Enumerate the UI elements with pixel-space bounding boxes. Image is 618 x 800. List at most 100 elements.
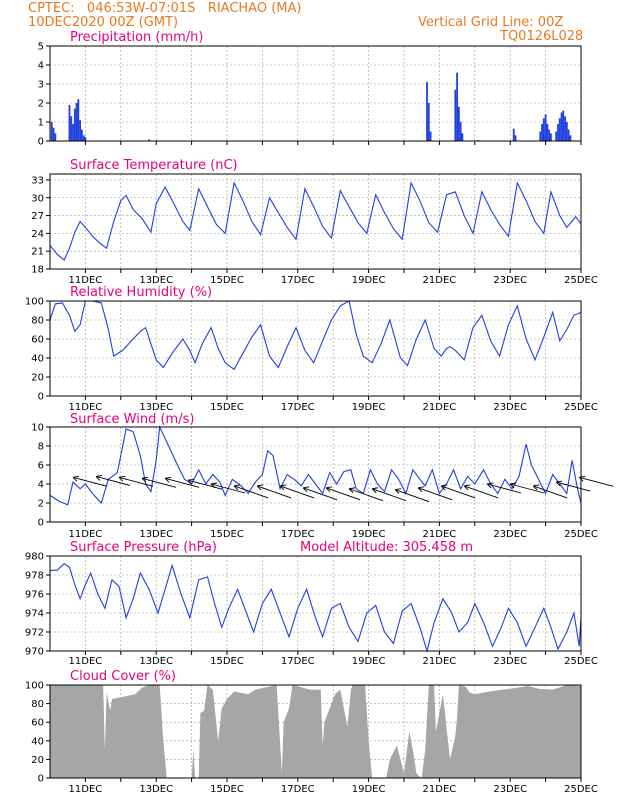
- panel-4-wind-arrowhead: [325, 486, 333, 493]
- panel-4-title: Surface Wind (m/s): [70, 412, 194, 427]
- panel-4-wind-arrowhead: [302, 486, 310, 493]
- panel-5-date-label: 17DEC: [281, 656, 315, 667]
- panel-2-ytick-label: 21: [31, 247, 44, 258]
- panel-4-wind-arrowhead: [256, 484, 264, 491]
- panel-3-date-label: 19DEC: [352, 402, 386, 413]
- panel-4-wind-arrowhead: [417, 486, 425, 493]
- panel-4-wind-arrow: [72, 476, 108, 487]
- panel-1-title: Precipitation (mm/h): [70, 30, 203, 45]
- panel-1-bar: [541, 123, 543, 141]
- panel-4-date-label: 17DEC: [281, 529, 315, 540]
- panel-4-date-label: 23DEC: [493, 529, 527, 540]
- panel-2-date-label: 17DEC: [281, 275, 315, 286]
- panel-3-date-label: 13DEC: [139, 402, 173, 413]
- panel-5-title: Surface Pressure (hPa): [70, 540, 217, 555]
- panel-1-ytick-label: 1: [38, 118, 44, 129]
- panel-6-date-label: 25DEC: [564, 784, 598, 795]
- panel-1-bar: [427, 103, 430, 141]
- panel-4-wind-arrow: [395, 489, 430, 503]
- panel-1-bar: [550, 133, 552, 141]
- panel-4-wind-arrowhead: [118, 475, 126, 482]
- panel-1-bar: [567, 129, 570, 141]
- panel-4-wind-arrow: [418, 487, 453, 501]
- panel-1-bar: [555, 131, 558, 141]
- panel-1-bar: [68, 104, 71, 141]
- panel-2-date-label: 15DEC: [210, 275, 244, 286]
- panel-6-ytick-label: 80: [31, 699, 44, 710]
- panel-1-bar: [557, 123, 559, 141]
- panel-1-bar: [558, 118, 561, 141]
- panel-5-ytick-label: 974: [25, 609, 44, 620]
- panel-4-wind-arrowhead: [187, 478, 195, 485]
- panel-1-bar: [546, 123, 549, 141]
- panel-4-ytick-label: 0: [38, 518, 44, 529]
- panel-6-cloud-area: [50, 685, 581, 778]
- panel-4-wind-arrow: [510, 483, 545, 494]
- panel-6-date-label: 17DEC: [281, 784, 315, 795]
- panel-1-bar: [569, 135, 572, 141]
- panel-4-ytick-label: 10: [31, 423, 44, 434]
- panel-1-frame: [49, 45, 582, 142]
- panel-1-bar: [539, 131, 542, 141]
- panel-1-bar: [80, 129, 83, 141]
- panel-6-title: Cloud Cover (%): [70, 669, 176, 684]
- panel-4-wind-arrowhead: [440, 484, 448, 491]
- panel-4-wind-arrowhead: [394, 488, 402, 495]
- panel-4-wind-arrow: [233, 485, 269, 499]
- panel-1-ytick-label: 0: [38, 137, 44, 148]
- panel-4-wind-arrow: [118, 476, 154, 487]
- panel-5-ytick-label: 970: [25, 647, 44, 658]
- panel-6-ytick-label: 0: [38, 774, 44, 785]
- panel-4-date-label: 13DEC: [139, 529, 173, 540]
- panel-4-frame: [49, 426, 582, 523]
- panel-6-ytick-label: 20: [31, 755, 44, 766]
- panel-1-bar: [75, 103, 78, 141]
- panel-5-subtitle: Model Altitude: 305.458 m: [300, 540, 473, 555]
- panel-2-date-label: 11DEC: [69, 275, 103, 286]
- panel-2-ytick-label: 27: [31, 211, 44, 222]
- panel-5-ytick-label: 980: [25, 552, 44, 563]
- panel-4-wind-arrow: [256, 485, 292, 499]
- panel-3-date-label: 23DEC: [493, 402, 527, 413]
- panel-4-wind-arrow: [141, 477, 177, 488]
- panel-1-bar: [542, 118, 545, 141]
- panel-1-bar: [565, 122, 568, 141]
- panel-3-ytick-label: 60: [31, 335, 44, 346]
- panel-2-date-label: 23DEC: [493, 275, 527, 286]
- panel-4-wind-arrowhead: [463, 484, 471, 491]
- panel-4-wind-arrowhead: [509, 482, 517, 489]
- panel-3-ytick-label: 40: [31, 354, 44, 365]
- panel-2-ytick-label: 33: [31, 175, 44, 186]
- panel-5-ytick-label: 972: [25, 628, 44, 639]
- station-header: CPTEC: 046:53W-07:01S RIACHAO (MA): [28, 1, 302, 16]
- panel-4-wind-arrowhead: [279, 484, 287, 491]
- panel-1-bar: [461, 133, 464, 141]
- panel-3-ytick-label: 100: [25, 297, 44, 308]
- panel-2-series-line: [49, 181, 582, 261]
- panel-3-ytick-label: 80: [31, 316, 44, 327]
- panel-1-bar: [454, 89, 457, 141]
- panel-4-wind-arrow: [441, 485, 476, 499]
- panel-6-ytick-label: 40: [31, 736, 44, 747]
- panel-1-bar: [73, 108, 76, 141]
- panel-3-series-line: [49, 300, 582, 371]
- panel-3-date-label: 17DEC: [281, 402, 315, 413]
- panel-4-wind-arrowhead: [141, 476, 149, 483]
- panel-4-wind-arrowhead: [348, 487, 356, 494]
- panel-4-date-label: 19DEC: [352, 529, 386, 540]
- panel-4-wind-arrowhead: [233, 484, 241, 491]
- panel-4-wind-arrowhead: [95, 474, 103, 481]
- panel-2-date-label: 21DEC: [423, 275, 457, 286]
- panel-6-ytick-label: 100: [25, 681, 44, 692]
- panel-6-date-label: 23DEC: [493, 784, 527, 795]
- panel-5-date-label: 15DEC: [210, 656, 244, 667]
- panel-1-bar: [70, 116, 73, 141]
- panel-3-ytick-label: 0: [38, 392, 44, 403]
- panel-4-wind-arrow: [487, 483, 522, 494]
- panel-4-ytick-label: 4: [38, 480, 44, 491]
- panel-5-date-label: 21DEC: [423, 656, 457, 667]
- panel-1-bar: [72, 123, 74, 141]
- panel-1-bar: [54, 133, 57, 141]
- panel-5-ytick-label: 976: [25, 590, 44, 601]
- date-header: 10DEC2020 00Z (GMT): [28, 15, 179, 30]
